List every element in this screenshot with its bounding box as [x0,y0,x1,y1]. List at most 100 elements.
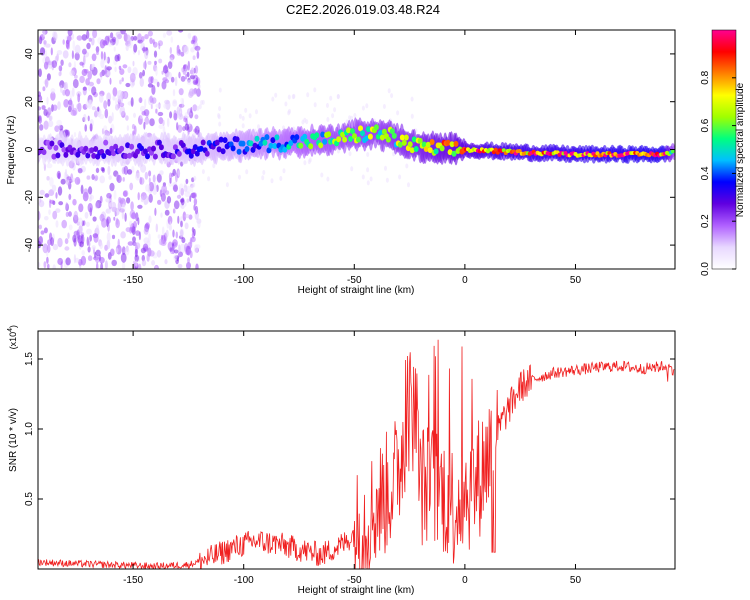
heatmap-noise-blob [83,55,86,66]
heatmap-noise-blob [74,44,81,54]
heatmap-noise-blob [385,177,389,183]
heatmap-noise-blob [86,228,92,235]
heatmap-noise-blob [57,257,64,266]
heatmap-noise-blob [96,78,101,85]
heatmap-noise-blob [63,99,69,108]
spectrogram-x-label: Height of straight line (km) [298,285,415,296]
heatmap-signal-core [53,144,59,151]
heatmap-noise-blob [135,242,141,250]
heatmap-noise-blob [81,34,88,41]
heatmap-noise-blob [174,76,178,87]
heatmap-noise-blob [160,192,166,202]
heatmap-noise-blob [120,231,126,239]
heatmap-noise-blob [135,172,141,181]
heatmap-noise-blob [287,94,291,100]
heatmap-noise-blob [140,195,144,203]
heatmap-noise-blob [64,246,70,251]
heatmap-noise-blob [65,39,70,49]
heatmap-noise-blob [154,207,157,216]
heatmap-signal-core [123,153,129,160]
heatmap-noise-blob [193,204,196,211]
y-tick-label: 0 [24,146,35,152]
heatmap-noise-blob [140,105,146,112]
heatmap-noise-blob [120,30,126,35]
heatmap-signal-core [270,137,276,144]
heatmap-signal-core [55,152,61,159]
heatmap-noise-blob [191,192,197,199]
heatmap-noise-blob [119,79,122,85]
heatmap-noise-blob [149,250,155,257]
heatmap-noise-blob [106,208,110,214]
heatmap-noise-blob [161,80,167,90]
heatmap-noise-blob [350,166,354,172]
heatmap-noise-blob [115,104,120,111]
x-tick-label: -100 [234,575,254,586]
heatmap-noise-blob [112,87,118,97]
heatmap-signal-core [264,134,270,141]
heatmap-noise-blob [241,115,245,121]
heatmap-noise-blob [348,115,352,121]
heatmap-noise-blob [68,224,73,231]
heatmap-signal-core [391,132,397,139]
heatmap-noise-blob [56,50,63,55]
snr-x-ticks: -150 -100 -50 0 50 [123,331,581,586]
heatmap-noise-blob [96,262,99,269]
heatmap-signal-core [272,143,278,149]
heatmap-noise-blob [78,217,83,227]
heatmap-noise-blob [181,237,186,244]
heatmap-signal-core [91,152,97,159]
heatmap-noise-blob [154,60,157,65]
heatmap-noise-blob [100,59,105,68]
heatmap-noise-blob [48,120,54,128]
heatmap-noise-blob [57,101,61,110]
heatmap-signal-core [288,140,294,147]
heatmap-noise-blob [218,87,222,93]
heatmap-noise-blob [39,189,45,196]
heatmap-signal-core [407,141,413,148]
heatmap-noise-blob [291,94,295,100]
heatmap-noise-blob [170,76,175,83]
heatmap-noise-blob [115,247,119,254]
heatmap-noise-blob [151,260,156,266]
heatmap-noise-blob [106,232,111,242]
heatmap-noise-blob [74,176,81,185]
heatmap-noise-blob [43,109,48,116]
heatmap-noise-blob [167,61,173,69]
heatmap-noise-blob [87,71,92,80]
heatmap-noise-blob [91,53,97,62]
heatmap-noise-blob [119,68,125,75]
heatmap-signal-core [360,130,365,137]
heatmap-noise-blob [143,121,146,130]
heatmap-noise-blob [186,262,191,269]
heatmap-noise-blob [142,243,149,252]
heatmap-noise-blob [142,61,147,69]
heatmap-signal-core [340,131,346,138]
heatmap-noise-blob [104,260,108,269]
heatmap-noise-blob [62,89,66,96]
heatmap-signal-core [252,142,258,149]
heatmap-noise-blob [56,170,61,179]
heatmap-noise-blob [114,66,117,73]
heatmap-signal-core [194,150,200,157]
heatmap-noise-blob [158,238,164,246]
heatmap-noise-blob [121,77,124,82]
heatmap-noise-blob [119,106,126,116]
heatmap-noise-blob [177,263,183,269]
colorbar: 0.0 0.2 0.4 0.6 0.8 Normalized spectral ampl… [700,29,746,276]
heatmap-noise-blob [164,99,170,105]
heatmap-noise-blob [270,178,274,184]
heatmap-noise-blob [43,261,47,269]
heatmap-signal-core [135,148,140,155]
heatmap-signal-core [266,147,272,154]
heatmap-noise-blob [257,124,260,130]
heatmap-noise-blob [113,189,117,200]
heatmap-noise-blob [190,106,193,114]
heatmap-noise-blob [40,230,45,235]
heatmap-noise-blob [195,263,199,269]
heatmap-noise-blob [79,61,84,66]
heatmap-noise-blob [68,193,72,200]
heatmap-noise-blob [333,107,337,113]
heatmap-noise-blob [147,60,152,65]
heatmap-noise-blob [176,122,179,131]
heatmap-noise-blob [44,78,49,88]
